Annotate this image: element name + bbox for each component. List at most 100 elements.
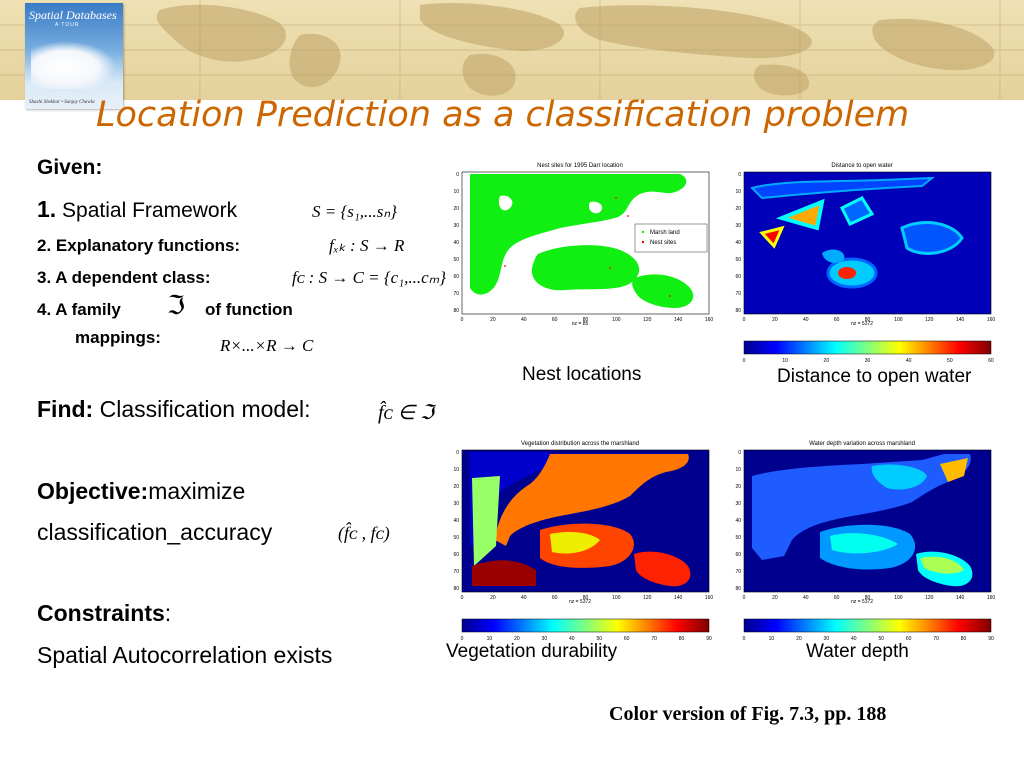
- x-tick-label: 40: [521, 595, 527, 601]
- y-tick-label: 0: [456, 450, 459, 456]
- y-tick-label: 40: [453, 518, 459, 524]
- x-tick-label: 160: [987, 317, 996, 323]
- distance-heat-blobs: [750, 176, 964, 289]
- x-tick-label: 100: [612, 317, 621, 323]
- x-tick-label: 120: [643, 317, 652, 323]
- y-tick-label: 80: [453, 586, 459, 592]
- x-tick-label: 20: [490, 317, 496, 323]
- mapping-formula: R×...×R → C: [220, 336, 314, 355]
- x-axis-label: nz = 5372: [851, 599, 873, 605]
- colorbar-tick-label: 20: [824, 358, 830, 364]
- objective-accuracy: classification_accuracy: [37, 519, 273, 545]
- colorbar-tick-label: 20: [796, 636, 802, 642]
- accuracy-formula: (f̂ᴄ , fᴄ): [338, 523, 390, 543]
- y-tick-label: 70: [453, 569, 459, 575]
- x-tick-label: 0: [743, 317, 746, 323]
- x-tick-label: 80: [865, 595, 871, 601]
- y-tick-label: 70: [453, 291, 459, 297]
- colorbar-tick-label: 60: [988, 358, 994, 364]
- plot-title: Vegetation distribution across the marsh…: [521, 441, 639, 447]
- given-item-1: 1. Spatial Framework: [37, 196, 237, 223]
- x-tick-labels: 0 20 40 60 80 100 120 140 160: [743, 317, 996, 323]
- plot-title: Water depth variation across marshland: [809, 441, 915, 447]
- y-tick-label: 60: [735, 274, 741, 280]
- x-tick-label: 80: [865, 317, 871, 323]
- figure-reference: Color version of Fig. 7.3, pp. 188: [609, 703, 887, 725]
- colorbar-tick-label: 40: [906, 358, 912, 364]
- caption-distance-to-water: Distance to open water: [777, 366, 972, 387]
- find-label: Find:: [37, 396, 94, 422]
- x-tick-label: 120: [925, 317, 934, 323]
- function-family-symbol: ℑ: [167, 291, 186, 320]
- colorbar-ticks: 0 10 20 30 40 50 60 70 80 90: [743, 636, 994, 642]
- y-tick-label: 70: [735, 569, 741, 575]
- colorbar-tick-label: 50: [596, 636, 602, 642]
- book-cover-image: Spatial Databases A TOUR Shashi Shekhar …: [25, 3, 123, 109]
- x-tick-label: 100: [894, 595, 903, 601]
- objective-line: Objective:maximize: [37, 478, 245, 505]
- x-tick-label: 0: [461, 317, 464, 323]
- given-item-3: 3. A dependent class:: [37, 268, 211, 287]
- vegetation-plot: Vegetation distribution across the marsh…: [453, 441, 713, 642]
- y-tick-label: 0: [738, 172, 741, 178]
- legend-box: [634, 223, 708, 253]
- x-tick-label: 120: [925, 595, 934, 601]
- objective-text: maximize: [148, 478, 246, 504]
- x-tick-label: 100: [612, 595, 621, 601]
- cloud-graphic: [31, 41, 117, 89]
- x-tick-label: 60: [834, 317, 840, 323]
- book-subtitle: A TOUR: [55, 22, 80, 28]
- y-tick-label: 30: [453, 223, 459, 229]
- water-depth-plot: Water depth variation across marshland 0…: [735, 441, 996, 642]
- colorbar-tick-label: 10: [487, 636, 493, 642]
- nest-locations-plot: Nest sites for 1995 Darr location Marsh …: [453, 163, 714, 327]
- x-axis-label: nz = 5372: [851, 321, 873, 327]
- x-tick-labels: 0 20 40 60 80 100 120 140 160: [743, 595, 996, 601]
- given-item-4-cont: of function: [205, 300, 293, 319]
- y-tick-label: 20: [453, 206, 459, 212]
- colorbar-tick-label: 90: [706, 636, 712, 642]
- y-tick-labels: 0 10 20 30 40 50 60 70 80: [453, 172, 459, 314]
- x-tick-labels: 0 20 40 60 80 100 120 140 160: [461, 317, 714, 323]
- x-tick-label: 140: [674, 595, 683, 601]
- colorbar: [743, 618, 992, 633]
- water-depth-regions: [752, 454, 973, 587]
- y-tick-label: 80: [453, 308, 459, 314]
- y-tick-label: 80: [735, 308, 741, 314]
- book-title: Spatial Databases: [29, 8, 117, 22]
- y-tick-label: 40: [735, 240, 741, 246]
- x-tick-label: 140: [956, 317, 965, 323]
- nest-site-markers: [504, 197, 671, 297]
- x-tick-label: 40: [803, 317, 809, 323]
- x-tick-label: 0: [461, 595, 464, 601]
- distance-to-water-plot: Distance to open water 0 20 40 60 80 100 120 14…: [735, 163, 996, 364]
- colorbar-tick-label: 0: [461, 636, 464, 642]
- x-tick-label: 60: [552, 317, 558, 323]
- find-line: Find: Classification model:: [37, 396, 311, 423]
- x-tick-label: 0: [743, 595, 746, 601]
- y-tick-label: 50: [735, 535, 741, 541]
- y-tick-labels: 0 10 20 30 40 50 60 70 80: [453, 450, 459, 592]
- x-axis-label: nz = 85: [572, 321, 589, 327]
- x-tick-label: 40: [521, 317, 527, 323]
- x-tick-label: 20: [772, 595, 778, 601]
- y-tick-label: 30: [453, 501, 459, 507]
- constraints-line: Constraints:: [37, 600, 171, 627]
- x-tick-label: 20: [490, 595, 496, 601]
- x-tick-label: 160: [705, 317, 714, 323]
- header-banner: [0, 0, 1024, 100]
- colorbar: [461, 618, 710, 633]
- legend-marsh-label: Marsh land: [650, 230, 680, 236]
- y-tick-label: 50: [453, 535, 459, 541]
- given-item-4-cont2: mappings:: [75, 328, 161, 347]
- y-tick-label: 30: [735, 223, 741, 229]
- spatial-framework-formula: S = {s₁,...sₙ}: [312, 202, 397, 221]
- x-tick-label: 20: [772, 317, 778, 323]
- given-item-4: 4. A family: [37, 300, 121, 319]
- x-tick-label: 80: [583, 317, 589, 323]
- world-map-background: [0, 0, 1024, 100]
- legend-marsh-marker: [641, 230, 645, 234]
- x-tick-label: 120: [643, 595, 652, 601]
- plot-title: Nest sites for 1995 Darr location: [537, 163, 623, 169]
- classifier-formula: f̂ᴄ ∈ ℑ: [378, 402, 434, 424]
